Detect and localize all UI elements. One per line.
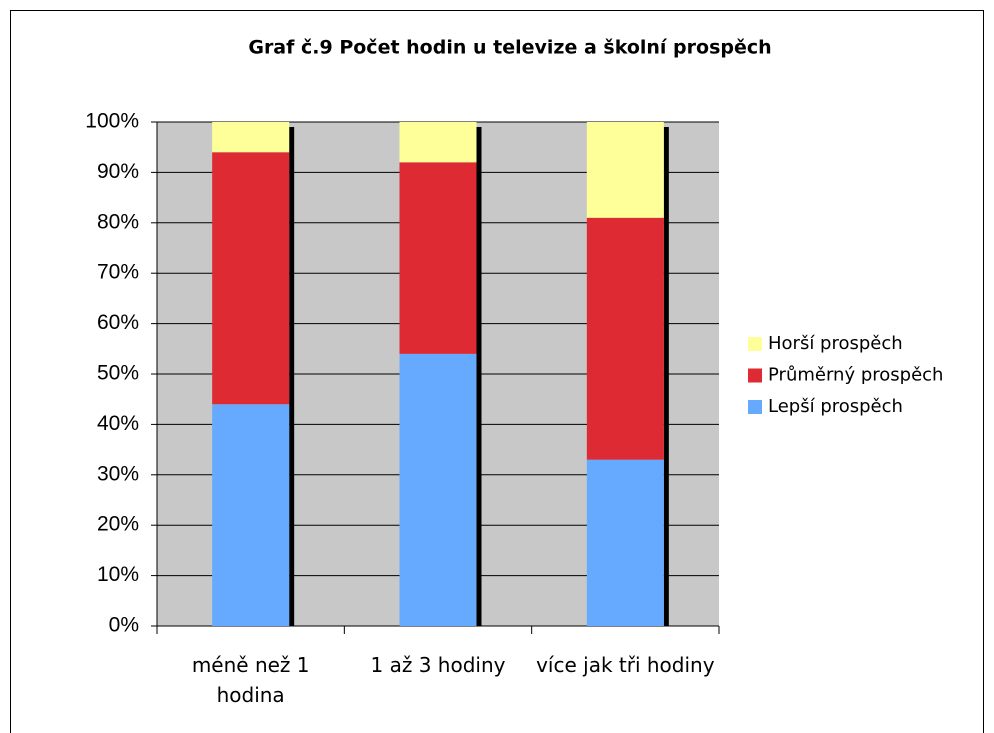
legend-label: Průměrný prospěch <box>768 365 943 386</box>
legend-swatch <box>748 400 762 414</box>
bar-segment <box>212 404 290 626</box>
y-tick-label: 20% <box>97 513 139 536</box>
x-tick-label: více jak tři hodiny <box>536 653 715 677</box>
bar-segment <box>399 353 477 626</box>
bar-segment <box>586 217 664 460</box>
legend-swatch <box>748 337 762 351</box>
bar-shadow <box>476 127 482 626</box>
bar-segment <box>586 459 664 626</box>
bar-segment <box>212 122 290 153</box>
bar-segment <box>399 122 477 163</box>
y-tick-label: 100% <box>85 110 139 133</box>
legend-label: Lepší prospěch <box>768 396 903 417</box>
y-tick-label: 0% <box>109 614 139 637</box>
y-tick-label: 60% <box>97 311 139 334</box>
x-tick-label: méně než 1 hodina <box>191 653 310 707</box>
y-tick-label: 90% <box>97 160 139 183</box>
chart-title: Graf č.9 Počet hodin u televize a školní… <box>248 37 771 59</box>
y-tick-label: 30% <box>97 462 139 485</box>
legend-label: Horší prospěch <box>768 333 903 354</box>
legend-swatch <box>748 368 762 383</box>
bar-shadow <box>663 127 669 626</box>
bar-shadow <box>289 127 295 626</box>
bar-segment <box>399 162 477 354</box>
y-tick-label: 10% <box>97 563 139 586</box>
x-tick-label: 1 až 3 hodiny <box>370 653 506 677</box>
y-tick-label: 50% <box>97 362 139 385</box>
bar-segment <box>586 122 664 218</box>
y-tick-label: 70% <box>97 261 139 284</box>
y-tick-label: 80% <box>97 210 139 233</box>
bar-segment <box>212 152 290 405</box>
y-tick-label: 40% <box>97 412 139 435</box>
